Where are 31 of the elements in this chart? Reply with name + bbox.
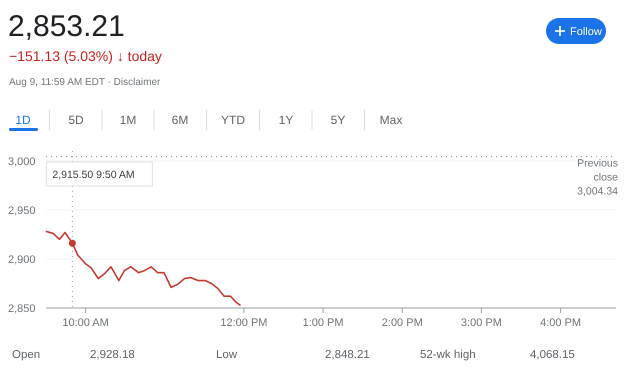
x-tick-label: 3:00 PM	[460, 317, 502, 329]
text: 1D	[15, 113, 31, 127]
text: Open	[12, 349, 40, 361]
text: YTD	[221, 113, 246, 127]
text: 6M	[172, 113, 188, 127]
x-tick-label: 2:00 PM	[382, 317, 423, 329]
x-tick-label: 1:00 PM	[302, 317, 344, 329]
text: 1M	[120, 113, 136, 127]
text: 4,068.15	[530, 349, 575, 361]
text: Low	[216, 349, 238, 361]
text: 52-wk high	[420, 349, 476, 361]
text: 1Y	[278, 113, 294, 127]
text: 2,848.21	[325, 349, 370, 361]
text: 2,928.18	[90, 349, 135, 361]
y-tick-label: 2,950	[8, 204, 36, 217]
y-tick-label: 2,850	[8, 303, 36, 315]
y-tick-label: 2,900	[8, 254, 36, 266]
x-tick-label: 4:00 PM	[540, 317, 582, 329]
text: Aug 9, 11:59 AM EDT · Disclaimer	[9, 77, 162, 88]
x-tick-label: 12:00 PM	[220, 317, 268, 329]
chart-subtitle: −151.13 (5.03%) ↓ today	[9, 48, 162, 64]
text: 5D	[68, 113, 84, 127]
chart-title: 2,853.21	[8, 10, 125, 43]
text: Follow	[570, 26, 602, 38]
x-tick-label: 10:00 AM	[62, 317, 109, 329]
ref-line-label: Previous close 3,004.34	[577, 158, 618, 198]
annotation: 2,915.50 9:50 AM	[52, 169, 135, 181]
line-series	[46, 230, 241, 306]
text: Max	[380, 113, 402, 127]
text: 5Y	[330, 113, 346, 127]
y-tick-label: 3,000	[8, 156, 36, 168]
